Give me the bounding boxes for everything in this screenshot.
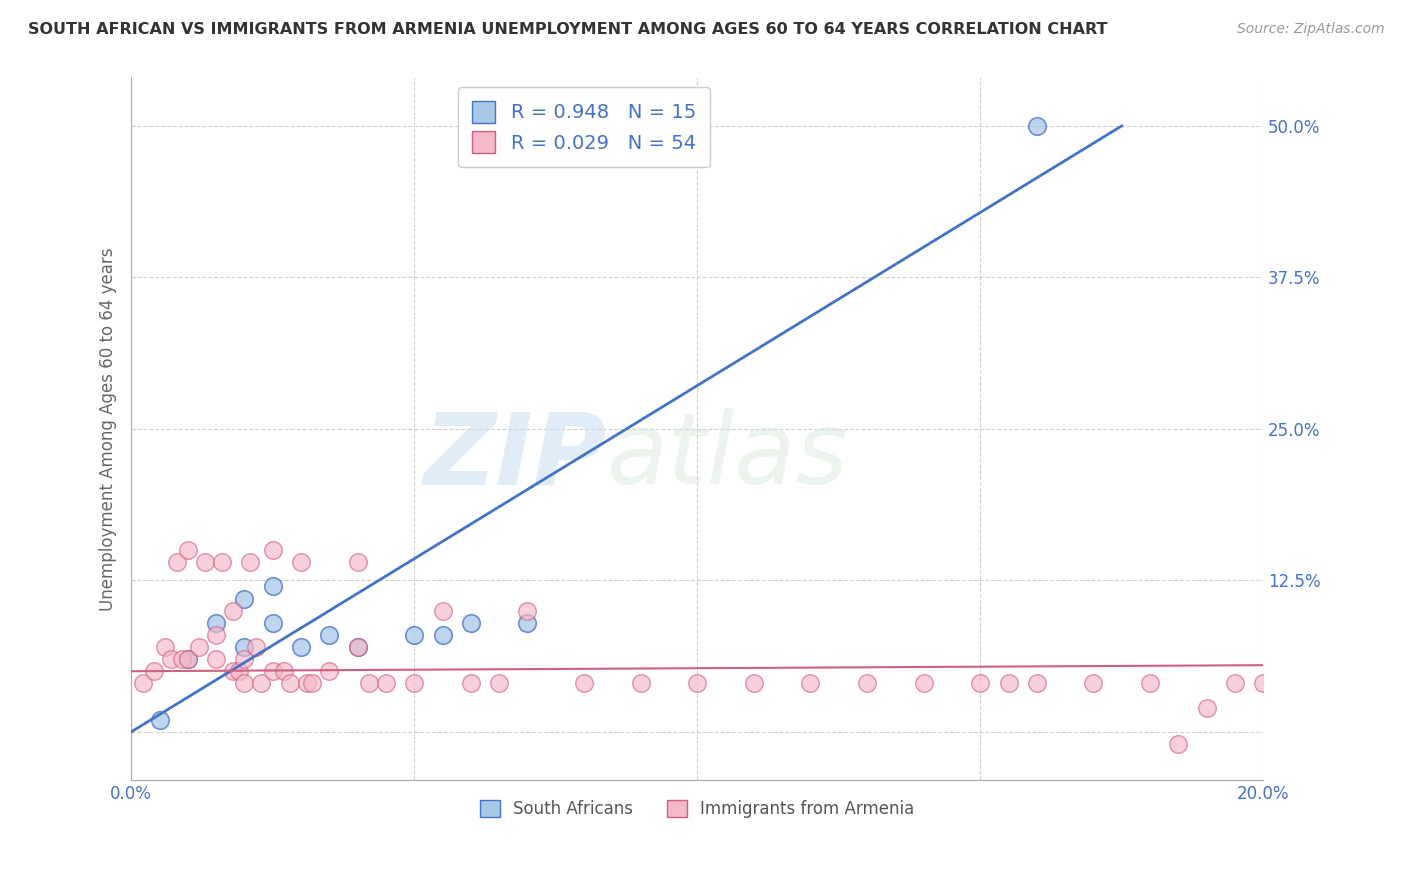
Point (142, 665, 165, 679)
Point (194, 555, 217, 569)
Point (686, 676, 709, 690)
Point (245, 640, 267, 654)
Point (233, 640, 256, 654)
Text: Source: ZipAtlas.com: Source: ZipAtlas.com (1237, 22, 1385, 37)
Point (250, 676, 273, 690)
Point (228, 665, 250, 679)
Point (172, 652, 194, 666)
Point (374, 676, 396, 690)
Point (1025, 119, 1047, 133)
Point (166, 555, 188, 569)
Point (211, 555, 233, 569)
Point (131, 676, 153, 690)
Point (1251, 676, 1274, 690)
Point (278, 676, 301, 690)
Point (177, 543, 200, 558)
Text: SOUTH AFRICAN VS IMMIGRANTS FROM ARMENIA UNEMPLOYMENT AMONG AGES 60 TO 64 YEARS : SOUTH AFRICAN VS IMMIGRANTS FROM ARMENIA… (28, 22, 1108, 37)
Point (177, 652, 200, 666)
Point (205, 628, 228, 642)
Point (205, 652, 228, 666)
Point (160, 652, 183, 666)
Point (155, 640, 177, 654)
Point (969, 676, 991, 690)
Point (1223, 676, 1246, 690)
Point (1139, 676, 1161, 690)
Point (222, 665, 245, 679)
Point (262, 543, 284, 558)
Point (290, 555, 312, 569)
Point (262, 665, 284, 679)
Point (177, 652, 200, 666)
Point (1167, 737, 1189, 751)
Point (357, 676, 380, 690)
Point (318, 665, 340, 679)
Point (233, 676, 256, 690)
Point (262, 579, 284, 593)
Point (1083, 676, 1105, 690)
Point (799, 676, 821, 690)
Point (205, 615, 228, 630)
Point (432, 628, 454, 642)
Point (432, 604, 454, 618)
Text: ZIP: ZIP (423, 409, 606, 506)
Point (1025, 676, 1047, 690)
Point (742, 676, 765, 690)
Point (912, 676, 935, 690)
Point (346, 555, 368, 569)
Point (233, 652, 256, 666)
Point (346, 640, 368, 654)
Point (188, 640, 211, 654)
Point (239, 555, 262, 569)
Point (233, 591, 256, 606)
Point (404, 676, 426, 690)
Point (222, 604, 245, 618)
Point (301, 676, 323, 690)
Point (290, 640, 312, 654)
Point (460, 615, 482, 630)
Text: atlas: atlas (606, 409, 848, 506)
Point (1195, 700, 1218, 714)
Point (262, 615, 284, 630)
Point (346, 640, 368, 654)
Point (273, 665, 295, 679)
Point (516, 604, 538, 618)
Point (318, 628, 340, 642)
Point (295, 676, 318, 690)
Point (488, 676, 510, 690)
Point (856, 676, 879, 690)
Y-axis label: Unemployment Among Ages 60 to 64 years: Unemployment Among Ages 60 to 64 years (100, 247, 117, 611)
Legend: South Africans, Immigrants from Armenia: South Africans, Immigrants from Armenia (474, 793, 921, 825)
Point (572, 676, 595, 690)
Point (630, 676, 652, 690)
Point (148, 713, 170, 727)
Point (460, 676, 482, 690)
Point (997, 676, 1019, 690)
Point (516, 615, 538, 630)
Point (404, 628, 426, 642)
